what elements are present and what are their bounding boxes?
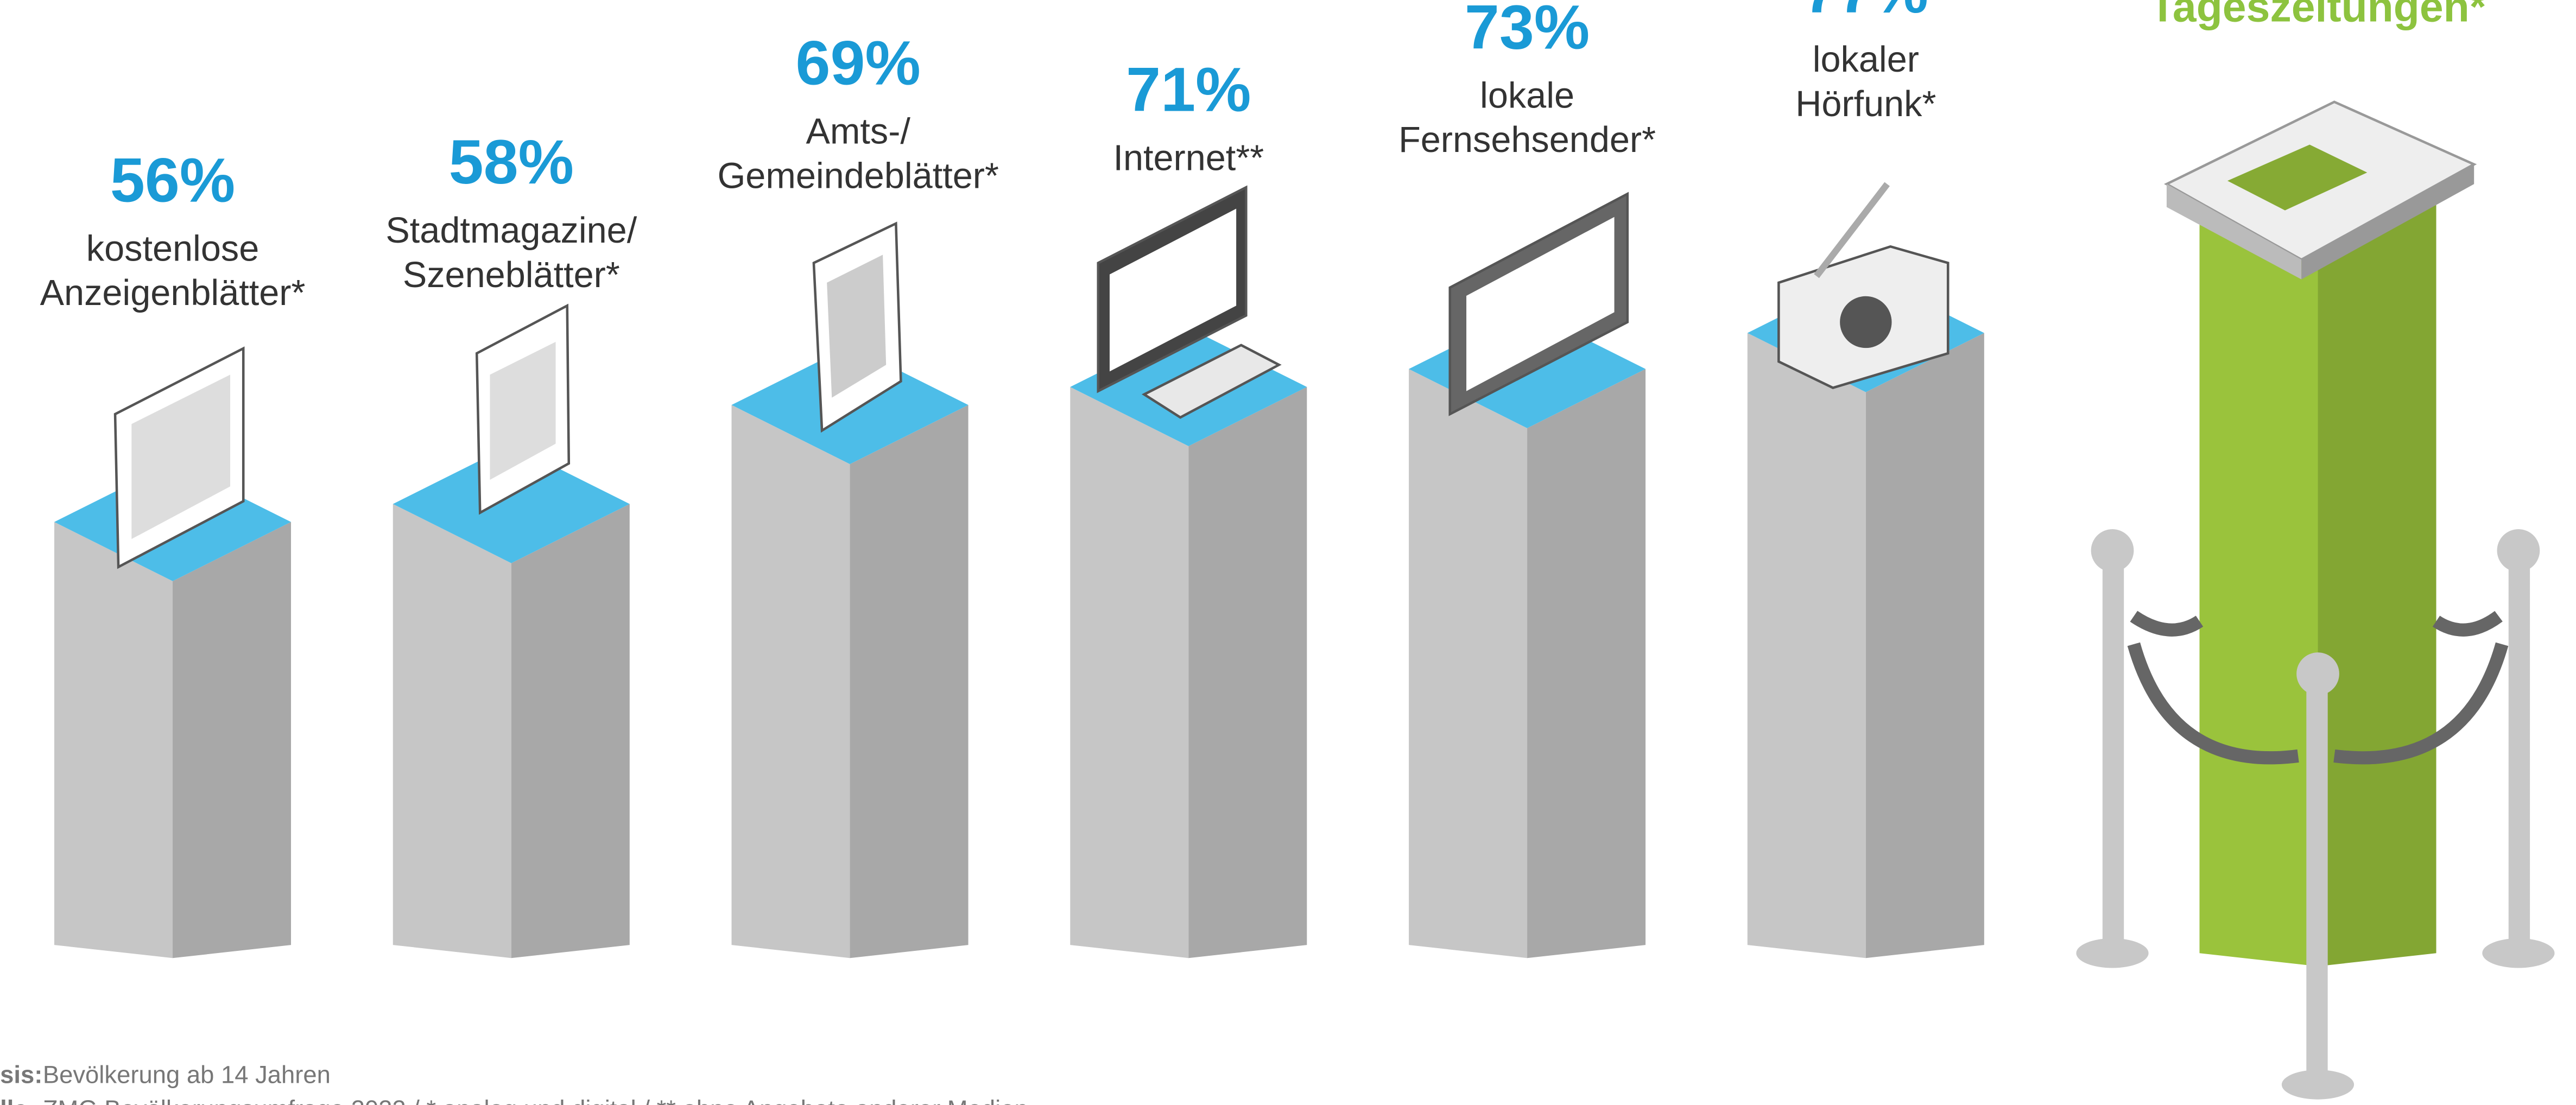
category-label: Gemeindeblätter*: [718, 156, 999, 196]
column-left: [731, 405, 850, 958]
column-left: [2199, 199, 2318, 967]
rope: [2130, 611, 2204, 637]
pole: [2306, 690, 2328, 1077]
rope: [2333, 642, 2509, 765]
icon-newspaper-edge: [2301, 164, 2474, 280]
column-right: [1527, 369, 1646, 958]
value-label: 56%: [110, 145, 235, 215]
footnote-label: sis:: [0, 1060, 42, 1088]
icon-newspaper-edge: [2166, 184, 2302, 280]
category-label: Amts-/: [806, 112, 910, 152]
newspaper-stack: [2164, 100, 2477, 280]
icon-doc-content: [827, 255, 887, 398]
pole-top: [2296, 652, 2339, 695]
icon-radio-speaker: [1840, 296, 1892, 348]
column-left: [1747, 333, 1866, 958]
stanchions: [2076, 529, 2555, 1100]
icon-tv-screen: [1466, 217, 1615, 391]
column: [1070, 328, 1307, 958]
pole-top: [2497, 529, 2540, 572]
column-left: [54, 522, 173, 958]
value-label: 58%: [449, 128, 574, 197]
column-left: [1070, 387, 1189, 958]
column-right: [850, 405, 969, 958]
value-label: 77%: [1803, 0, 1928, 26]
pole-base: [2281, 1070, 2355, 1100]
icon-newspaper-photo: [2227, 144, 2368, 211]
footnote-label: lle:: [0, 1095, 36, 1105]
pole-base: [2076, 938, 2149, 968]
icons: [113, 182, 1950, 569]
pole: [2102, 567, 2124, 945]
column: [731, 346, 969, 958]
rope: [2127, 642, 2299, 765]
pole-base: [2482, 938, 2555, 968]
icon-paper-content: [131, 374, 231, 539]
category-label: kostenlose: [86, 228, 259, 269]
column-top: [393, 444, 630, 563]
footnote: Bevölkerung ab 14 Jahren: [43, 1060, 331, 1088]
category-label: Hörfunk*: [1795, 84, 1936, 124]
category-label: Tageszeitungen*: [2150, 0, 2486, 30]
category-label: Anzeigenblätter*: [40, 273, 306, 313]
column-right: [511, 504, 630, 958]
column-right: [1188, 387, 1307, 958]
icon-keyboard: [1141, 344, 1282, 419]
category-label: Internet**: [1113, 138, 1264, 178]
rope: [2432, 611, 2503, 637]
category-label: lokaler: [1813, 40, 1919, 80]
icon-monitor-screen: [1109, 208, 1237, 372]
value-label: 69%: [796, 29, 921, 98]
category-label: Szeneblätter*: [403, 255, 620, 295]
column-right: [1865, 333, 1984, 958]
value-label: 73%: [1465, 0, 1590, 62]
column-left: [1409, 369, 1528, 958]
category-label: Fernsehsender*: [1398, 120, 1656, 160]
column: [393, 444, 630, 958]
column-left: [393, 504, 511, 958]
column-right: [2318, 199, 2436, 967]
value-label: 71%: [1126, 55, 1251, 124]
pole: [2508, 567, 2530, 945]
icon-tablet-content: [490, 341, 556, 480]
footnote: ZMG Bevölkerungsumfrage 2022 / * analog …: [43, 1095, 1028, 1105]
column: [1409, 309, 1646, 958]
category-label: lokale: [1480, 75, 1574, 116]
category-label: Stadtmagazine/: [385, 211, 637, 251]
pole-top: [2091, 529, 2134, 572]
icon-radio-antenna: [1814, 182, 1890, 278]
column-right: [173, 522, 292, 958]
